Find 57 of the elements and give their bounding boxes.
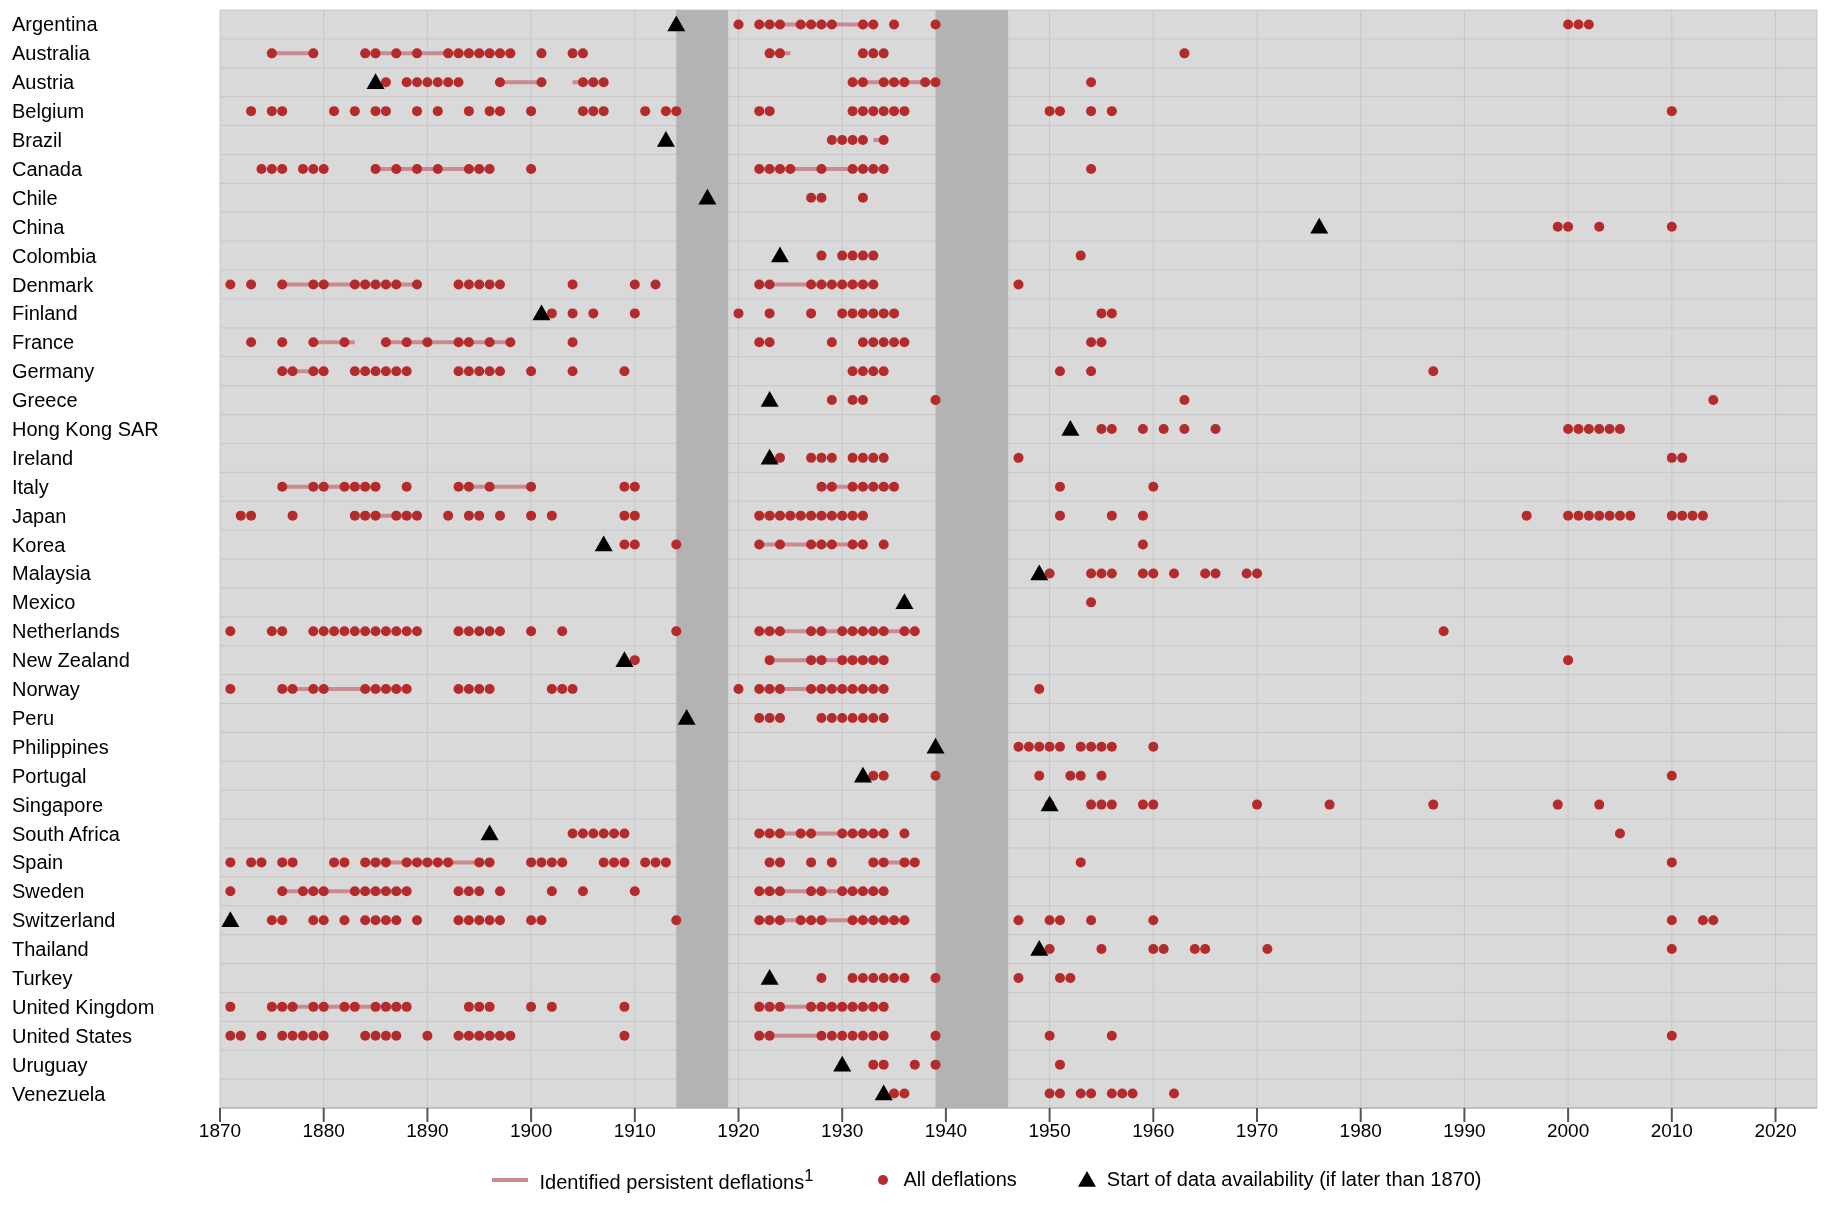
- y-tick-label: Portugal: [12, 764, 87, 787]
- y-tick-label: Belgium: [12, 100, 85, 123]
- y-tick-label: Venezuela: [12, 1082, 107, 1105]
- y-tick-label: Brazil: [12, 129, 63, 152]
- y-tick-label: New Zealand: [12, 649, 130, 672]
- x-tick-label: 2000: [1546, 1120, 1590, 1142]
- y-tick-label: France: [12, 331, 75, 354]
- y-tick-label: United Kingdom: [12, 995, 155, 1018]
- x-tick-label: 1940: [924, 1120, 968, 1142]
- y-tick-label: Mexico: [12, 591, 76, 614]
- y-tick-label: Ireland: [12, 446, 74, 469]
- y-tick-label: Denmark: [12, 273, 95, 296]
- x-tick-label: 1990: [1443, 1120, 1486, 1142]
- x-tick-label: 1980: [1339, 1120, 1382, 1142]
- y-tick-label: Netherlands: [12, 620, 120, 643]
- x-tick-label: 1920: [717, 1120, 760, 1142]
- y-tick-label: Chile: [12, 186, 58, 209]
- y-tick-label: Turkey: [12, 966, 73, 989]
- x-tick-label: 1970: [1235, 1120, 1279, 1142]
- x-tick-label: 1880: [302, 1120, 345, 1142]
- legend-label: All deflations: [903, 1168, 1017, 1192]
- y-tick-label: Spain: [12, 851, 64, 874]
- y-tick-label: Canada: [12, 157, 83, 180]
- y-tick-label: South Africa: [12, 822, 121, 845]
- y-tick-label: Colombia: [12, 244, 98, 267]
- y-tick-label: Finland: [12, 302, 78, 325]
- y-tick-label: Uruguay: [12, 1053, 88, 1076]
- y-tick-label: Germany: [12, 360, 95, 383]
- y-tick-label: Switzerland: [12, 909, 116, 932]
- legend-label: Identified persistent deflations$^{1}$: [539, 1166, 814, 1194]
- x-tick-label: 2010: [1650, 1120, 1693, 1142]
- y-tick-label: Malaysia: [12, 562, 92, 585]
- y-tick-label: United States: [12, 1024, 133, 1047]
- x-tick-label: 1890: [406, 1120, 449, 1142]
- y-tick-label: Peru: [12, 706, 55, 729]
- y-tick-label: Argentina: [12, 13, 99, 36]
- y-tick-label: Greece: [12, 389, 78, 412]
- x-tick-label: 1900: [509, 1120, 553, 1142]
- legend-label: Start of data availability (if later than 1870): [1106, 1168, 1482, 1192]
- y-tick-label: Hong Kong SAR: [12, 417, 159, 440]
- y-tick-label: China: [12, 215, 66, 238]
- y-tick-label: Korea: [12, 533, 67, 556]
- x-tick-label: 2020: [1754, 1120, 1797, 1142]
- y-tick-label: Norway: [12, 678, 80, 701]
- y-tick-label: Italy: [12, 475, 49, 498]
- x-tick-label: 1870: [198, 1120, 242, 1142]
- y-tick-label: Japan: [12, 504, 67, 527]
- x-tick-label: 1950: [1028, 1120, 1071, 1142]
- y-tick-label: Austria: [12, 71, 76, 94]
- y-tick-label: Philippines: [12, 735, 109, 758]
- y-tick-label: Sweden: [12, 880, 85, 903]
- y-tick-label: Singapore: [12, 793, 104, 816]
- y-tick-label: Australia: [12, 42, 91, 65]
- x-tick-label: 1910: [613, 1120, 656, 1142]
- x-tick-label: 1930: [821, 1120, 864, 1142]
- y-tick-label: Thailand: [12, 938, 89, 961]
- x-tick-label: 1960: [1132, 1120, 1175, 1142]
